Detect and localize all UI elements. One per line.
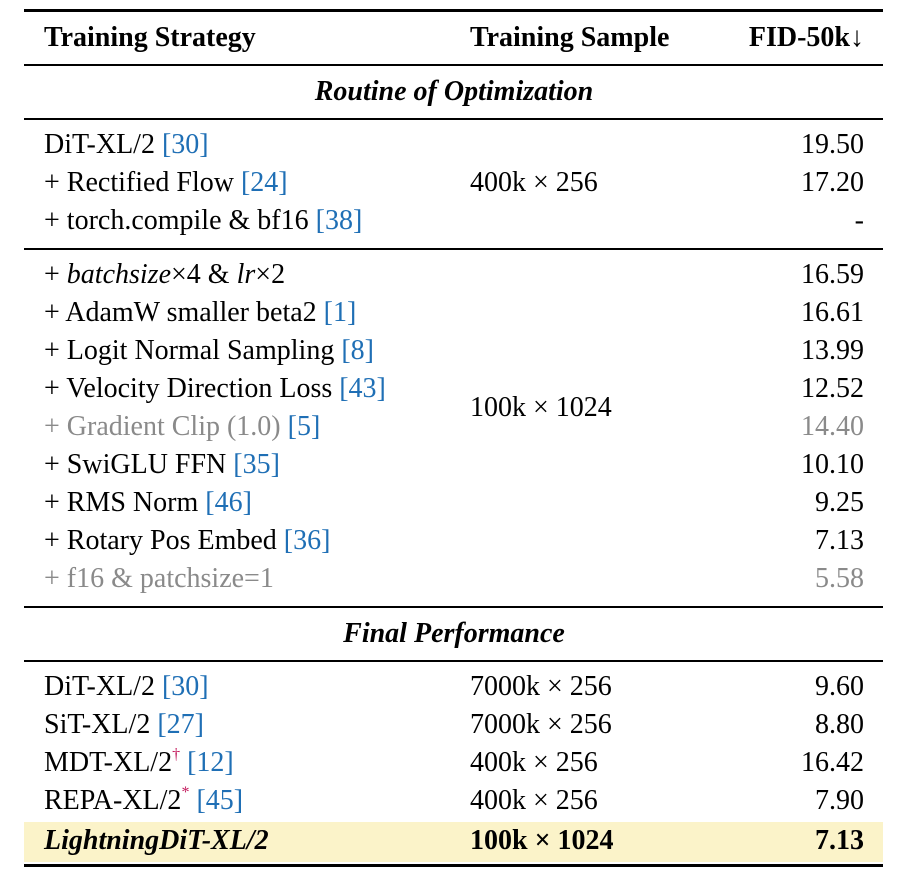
table-row-fid: 19.50 xyxy=(801,129,864,160)
table-row-fid: 9.25 xyxy=(815,487,864,518)
highlight-row-label: LightningDiT-XL/2 xyxy=(44,825,269,856)
group-rule-1 xyxy=(24,248,883,250)
table-row-fid: 13.99 xyxy=(801,335,864,366)
table-row-sample: 400k × 256 xyxy=(470,785,598,816)
header-fid: FID-50k↓ xyxy=(748,22,864,53)
group1-sample: 400k × 256 xyxy=(470,167,598,198)
table-row-label: + Logit Normal Sampling [8] xyxy=(44,335,374,366)
highlight-row-sample: 100k × 1024 xyxy=(470,825,614,856)
table-row-sample: 7000k × 256 xyxy=(470,709,612,740)
header-training-strategy: Training Strategy xyxy=(44,22,256,53)
table-row-label: + Velocity Direction Loss [43] xyxy=(44,373,386,404)
table-row-label: REPA-XL/2* [45] xyxy=(44,784,244,817)
bottom-rule xyxy=(24,864,883,867)
table-row-label: + RMS Norm [46] xyxy=(44,487,252,518)
table-row-sample: 7000k × 256 xyxy=(470,671,612,702)
highlight-row-fid: 7.13 xyxy=(815,825,864,856)
section-rule-2 xyxy=(24,660,883,662)
group2-sample: 100k × 1024 xyxy=(470,392,612,423)
section-final-title: Final Performance xyxy=(343,618,565,649)
section-rule-1 xyxy=(24,118,883,120)
header-training-sample: Training Sample xyxy=(470,22,670,53)
table-row-fid: - xyxy=(854,205,864,236)
table-row-label: DiT-XL/2 [30] xyxy=(44,129,209,160)
table-row-fid: 14.40 xyxy=(801,411,864,442)
table-row-label: + AdamW smaller beta2 [1] xyxy=(44,297,357,328)
table-row-fid: 16.59 xyxy=(801,259,864,290)
dagger-mark: † xyxy=(172,746,181,763)
star-mark: * xyxy=(181,784,190,801)
table-row-fid: 16.61 xyxy=(801,297,864,328)
table-row-label: + f16 & patchsize=1 xyxy=(44,563,274,594)
highlight-row-bg xyxy=(24,822,883,862)
table-row-fid: 7.90 xyxy=(815,785,864,816)
header-rule xyxy=(24,64,883,66)
section-routine-title: Routine of Optimization xyxy=(314,76,594,107)
top-rule xyxy=(24,9,883,12)
table-row-fid: 12.52 xyxy=(801,373,864,404)
table-row-label: + torch.compile & bf16 [38] xyxy=(44,205,363,236)
table-row-fid: 16.42 xyxy=(801,747,864,778)
table-row-label: DiT-XL/2 [30] xyxy=(44,671,209,702)
table-row-label: + Rotary Pos Embed [36] xyxy=(44,525,331,556)
table-row-label: SiT-XL/2 [27] xyxy=(44,709,204,740)
table-row-label: + Gradient Clip (1.0) [5] xyxy=(44,411,321,442)
table-row-fid: 7.13 xyxy=(815,525,864,556)
table-row-label: + batchsize×4 & lr×2 xyxy=(44,259,286,290)
table-row-fid: 5.58 xyxy=(815,563,864,594)
table-row-fid: 8.80 xyxy=(815,709,864,740)
table-row-fid: 10.10 xyxy=(801,449,864,480)
table-row-label: MDT-XL/2† [12] xyxy=(44,746,234,779)
group-rule-2 xyxy=(24,606,883,608)
table-row-sample: 400k × 256 xyxy=(470,747,598,778)
table-row-fid: 17.20 xyxy=(801,167,864,198)
table-row-label: + SwiGLU FFN [35] xyxy=(44,449,280,480)
table-row-fid: 9.60 xyxy=(815,671,864,702)
table-row-label: + Rectified Flow [24] xyxy=(44,167,288,198)
